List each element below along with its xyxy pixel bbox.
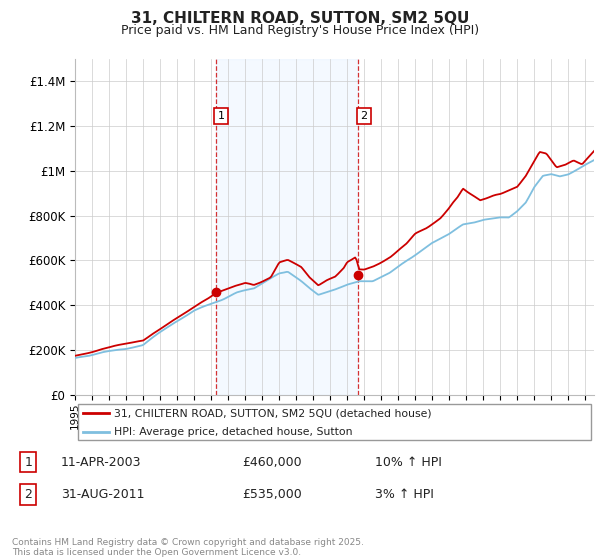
Text: £460,000: £460,000 bbox=[242, 456, 302, 469]
Bar bbox=[216, 59, 358, 395]
Text: Contains HM Land Registry data © Crown copyright and database right 2025.
This d: Contains HM Land Registry data © Crown c… bbox=[12, 538, 364, 557]
Text: 1: 1 bbox=[217, 111, 224, 121]
Text: 31, CHILTERN ROAD, SUTTON, SM2 5QU (detached house): 31, CHILTERN ROAD, SUTTON, SM2 5QU (deta… bbox=[114, 408, 431, 418]
Text: 11-APR-2003: 11-APR-2003 bbox=[61, 456, 142, 469]
Text: HPI: Average price, detached house, Sutton: HPI: Average price, detached house, Sutt… bbox=[114, 427, 352, 437]
Text: 31, CHILTERN ROAD, SUTTON, SM2 5QU: 31, CHILTERN ROAD, SUTTON, SM2 5QU bbox=[131, 11, 469, 26]
Text: 3% ↑ HPI: 3% ↑ HPI bbox=[375, 488, 434, 501]
Text: 2: 2 bbox=[360, 111, 367, 121]
Text: 31-AUG-2011: 31-AUG-2011 bbox=[61, 488, 145, 501]
Text: 1: 1 bbox=[24, 456, 32, 469]
Text: 2: 2 bbox=[24, 488, 32, 501]
Text: Price paid vs. HM Land Registry's House Price Index (HPI): Price paid vs. HM Land Registry's House … bbox=[121, 24, 479, 36]
FancyBboxPatch shape bbox=[77, 404, 592, 440]
Text: £535,000: £535,000 bbox=[242, 488, 302, 501]
Text: 10% ↑ HPI: 10% ↑ HPI bbox=[375, 456, 442, 469]
